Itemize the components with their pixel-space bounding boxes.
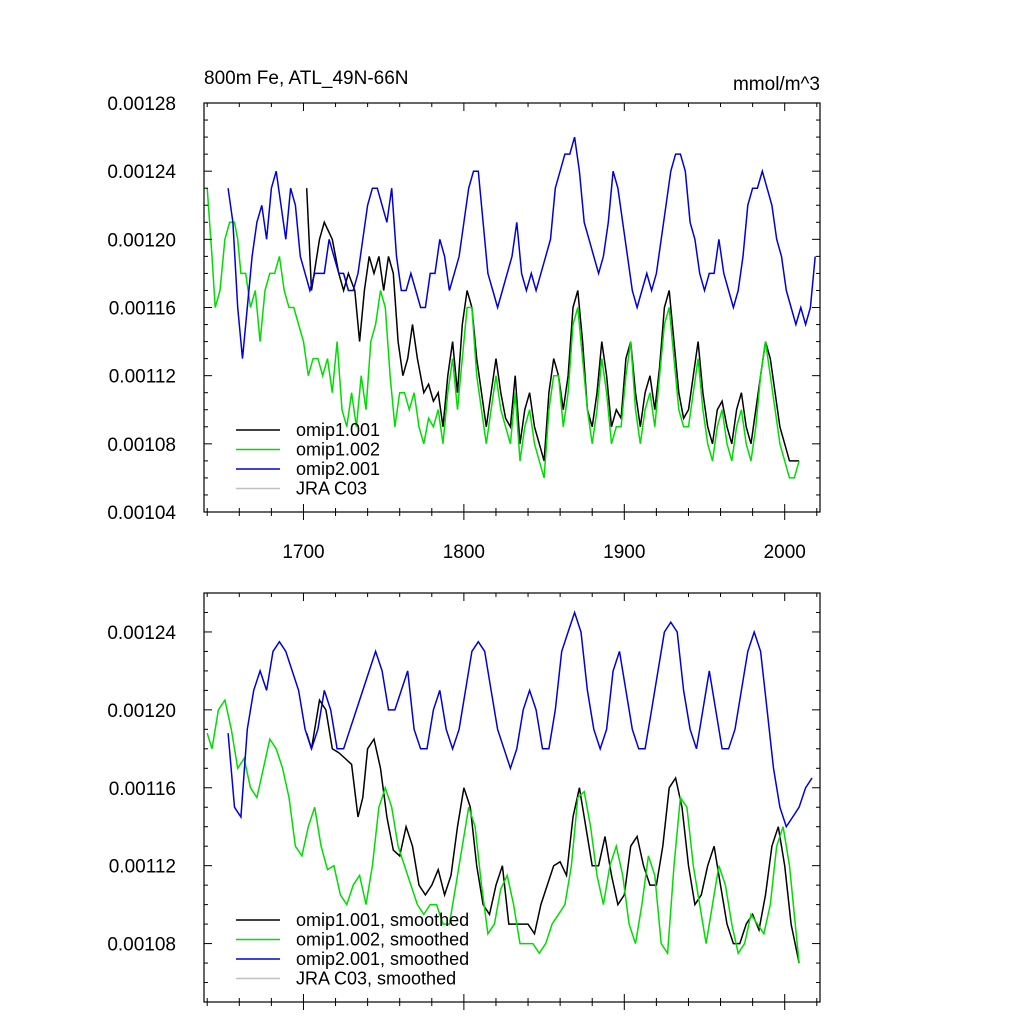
y-tick-label: 0.00108 <box>107 435 176 456</box>
x-tick-label: 1800 <box>443 542 485 563</box>
x-tick-label: 2000 <box>764 542 806 563</box>
y-tick-label: 0.00116 <box>109 299 176 320</box>
series-line-omip1-001 <box>305 698 800 964</box>
plot-frame <box>203 592 821 1003</box>
y-tick-label: 0.00108 <box>107 935 176 956</box>
x-tick-label: 1700 <box>282 542 324 563</box>
series-line-omip1-001 <box>305 188 800 462</box>
series-line-omip1-002 <box>206 698 800 964</box>
legend-label: omip1.001, smoothed <box>296 910 469 930</box>
series-line-omip2-001 <box>227 610 813 829</box>
y-tick-label: 0.00112 <box>109 367 176 388</box>
y-tick-label: 0.00124 <box>107 623 176 644</box>
legend-label: omip2.001, smoothed <box>296 949 469 969</box>
y-tick-label: 0.00120 <box>107 701 176 722</box>
x-tick-label: 1900 <box>603 542 645 563</box>
legend-label: JRA C03 <box>296 479 367 499</box>
y-tick-label: 0.00104 <box>107 503 176 524</box>
legend-label: omip1.001 <box>296 420 380 440</box>
units-label: mmol/m^3 <box>733 74 820 95</box>
y-tick-label: 0.00116 <box>109 779 176 800</box>
chart-title: 800m Fe, ATL_49N-66N <box>204 68 409 89</box>
y-tick-label: 0.00128 <box>107 94 176 115</box>
y-tick-label: 0.00112 <box>109 857 176 878</box>
series-line-omip1-002 <box>206 188 800 479</box>
bottom-panel: 0.00108 0.00112 0.00116 0.00120 0.00124 omip1… <box>107 592 821 1010</box>
y-tick-label: 0.00120 <box>107 230 176 251</box>
legend-label: omip1.002 <box>296 440 380 460</box>
legend-label: omip1.002, smoothed <box>296 930 469 950</box>
series-line-omip2-001 <box>227 136 816 359</box>
y-tick-label: 0.00124 <box>107 162 176 183</box>
legend-label: omip2.001 <box>296 459 380 479</box>
top-panel: 0.00104 0.00108 0.00112 0.00116 0.00120 0.001… <box>107 94 821 563</box>
legend-label: JRA C03, smoothed <box>296 969 456 989</box>
